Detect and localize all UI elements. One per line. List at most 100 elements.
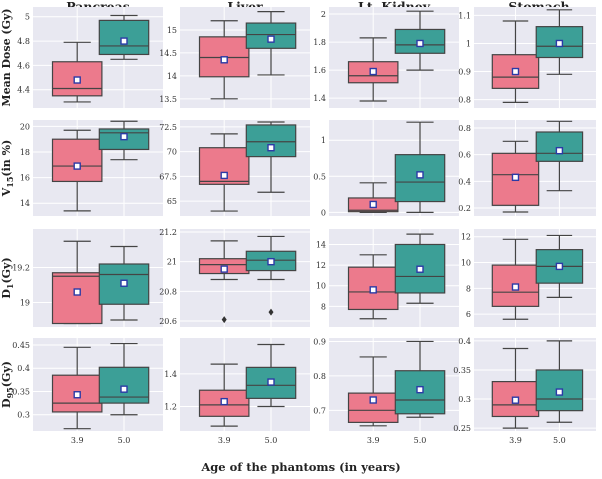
- mean-marker: [555, 39, 564, 48]
- panel-3-1: 1.2 1.4 3.9 5.0: [164, 338, 310, 445]
- box-3.9: [491, 140, 540, 213]
- x-axis-label: Age of the phantoms (in years): [200, 460, 400, 474]
- mean-marker: [369, 286, 377, 294]
- panel-1-2: 00.51: [313, 120, 459, 217]
- mean-marker: [220, 397, 228, 406]
- mean-marker: [555, 388, 564, 396]
- y-tick-label: 1.4: [164, 370, 177, 379]
- row-label-subscript: 15: [5, 177, 15, 188]
- box-5.0: [98, 342, 150, 416]
- y-tick-label: 19.2: [12, 264, 30, 273]
- y-tick-label: 1.4: [313, 94, 326, 103]
- iqr-box: [491, 264, 540, 307]
- row-label-1: V15(in %): [0, 140, 15, 198]
- panel-background: [329, 7, 459, 108]
- y-tick-label: 21.2: [159, 228, 177, 237]
- box-5.0: [98, 14, 150, 60]
- y-tick-label: 0.6: [458, 151, 471, 160]
- mean-marker: [267, 257, 275, 266]
- box-3.9: [491, 238, 540, 320]
- y-tick-label: 4.4: [17, 86, 30, 95]
- y-tick-label: 8: [321, 302, 326, 311]
- y-tick-label: 70: [167, 148, 177, 157]
- row-label-0: Mean Dose (Gy): [0, 8, 13, 106]
- y-tick-label: 1.1: [458, 11, 471, 20]
- y-tick-label: 4.8: [17, 37, 30, 46]
- mean-marker: [220, 265, 228, 273]
- panel-0-2: 1.4 1.6 1.8 2: [313, 7, 459, 108]
- box-5.0: [535, 234, 584, 298]
- y-tick-label: 2: [321, 10, 326, 19]
- box-3.9: [51, 240, 103, 325]
- iqr-box: [98, 366, 150, 404]
- y-tick-label: 0.8: [458, 96, 471, 105]
- box-5.0: [98, 245, 150, 321]
- panel-3-0: 0.3 0.35 0.4 0.45 3.9 5.0: [12, 338, 163, 445]
- y-tick-label: 0.25: [453, 424, 471, 433]
- y-tick-label: 0.8: [458, 124, 471, 133]
- mean-marker: [511, 67, 520, 76]
- mean-marker: [73, 391, 81, 399]
- box-5.0: [245, 121, 297, 193]
- y-tick-label: 20.6: [159, 317, 177, 326]
- y-tick-label: 0.2: [458, 204, 471, 213]
- y-tick-label: 13.5: [159, 95, 177, 104]
- iqr-box: [51, 272, 103, 325]
- box-5.0: [245, 343, 297, 408]
- box-5.0: [535, 9, 584, 75]
- y-tick-label: 0.35: [12, 387, 30, 396]
- outlier-point: [221, 316, 227, 324]
- y-tick-label: 0.4: [17, 364, 30, 373]
- box-5.0: [394, 121, 446, 213]
- mean-marker: [369, 200, 377, 209]
- panel-2-3: 6 8 10 12: [461, 229, 596, 327]
- y-tick-label: 14: [316, 240, 326, 249]
- y-tick-label: 1: [321, 136, 326, 145]
- panel-3-3: 0.25 0.3 0.35 0.4 3.9 5.0: [453, 337, 596, 445]
- mean-marker: [267, 144, 275, 152]
- mean-marker: [267, 378, 275, 386]
- row-label-subscript: 1: [5, 284, 15, 290]
- panel-1-0: 14 16 18 20: [20, 120, 163, 216]
- y-tick-label: 72.5: [159, 123, 177, 132]
- y-tick-label: 67.5: [159, 172, 177, 181]
- mean-marker: [369, 67, 377, 76]
- y-tick-label: 20: [20, 122, 30, 131]
- iqr-box: [51, 61, 103, 97]
- y-tick-label: 10: [461, 259, 471, 268]
- box-3.9: [347, 182, 399, 213]
- y-tick-label: 0.9: [458, 68, 471, 77]
- mean-marker: [120, 132, 128, 141]
- mean-marker: [416, 171, 424, 179]
- x-tick-label: 3.9: [218, 436, 231, 445]
- x-tick-label: 3.9: [71, 436, 84, 445]
- box-3.9: [491, 20, 540, 103]
- y-tick-label: 0.4: [458, 337, 471, 346]
- y-tick-label: 20.8: [159, 287, 177, 296]
- row-label-suffix: (Gy): [0, 257, 13, 283]
- box-3.9: [347, 37, 399, 102]
- row-label-main: V: [0, 187, 13, 197]
- x-tick-label: 3.9: [509, 436, 522, 445]
- row-label-2: D1(Gy): [0, 257, 15, 298]
- y-tick-label: 6: [466, 310, 471, 319]
- y-tick-label: 10: [316, 282, 326, 291]
- row-label-suffix: (Gy): [0, 361, 13, 387]
- mean-marker: [73, 288, 81, 296]
- y-tick-label: 0.9: [313, 337, 326, 346]
- iqr-box: [51, 138, 103, 183]
- y-tick-label: 65: [167, 197, 177, 206]
- y-tick-label: 19: [20, 299, 30, 308]
- box-5.0: [245, 235, 297, 316]
- y-tick-label: 0.35: [453, 366, 471, 375]
- x-tick-label: 5.0: [118, 436, 131, 445]
- y-tick-label: 1.6: [313, 66, 326, 75]
- row-labels: Mean Dose (Gy)V15(in %)D1(Gy)D95(Gy): [0, 8, 15, 408]
- panel-1-3: 0.2 0.4 0.6 0.8: [458, 120, 596, 216]
- mean-marker: [120, 279, 128, 287]
- y-tick-label: 14: [167, 72, 177, 81]
- y-tick-label: 14: [20, 199, 30, 208]
- panel-3-2: 0.7 0.8 0.9 3.9 5.0: [313, 337, 459, 445]
- box-5.0: [394, 233, 446, 304]
